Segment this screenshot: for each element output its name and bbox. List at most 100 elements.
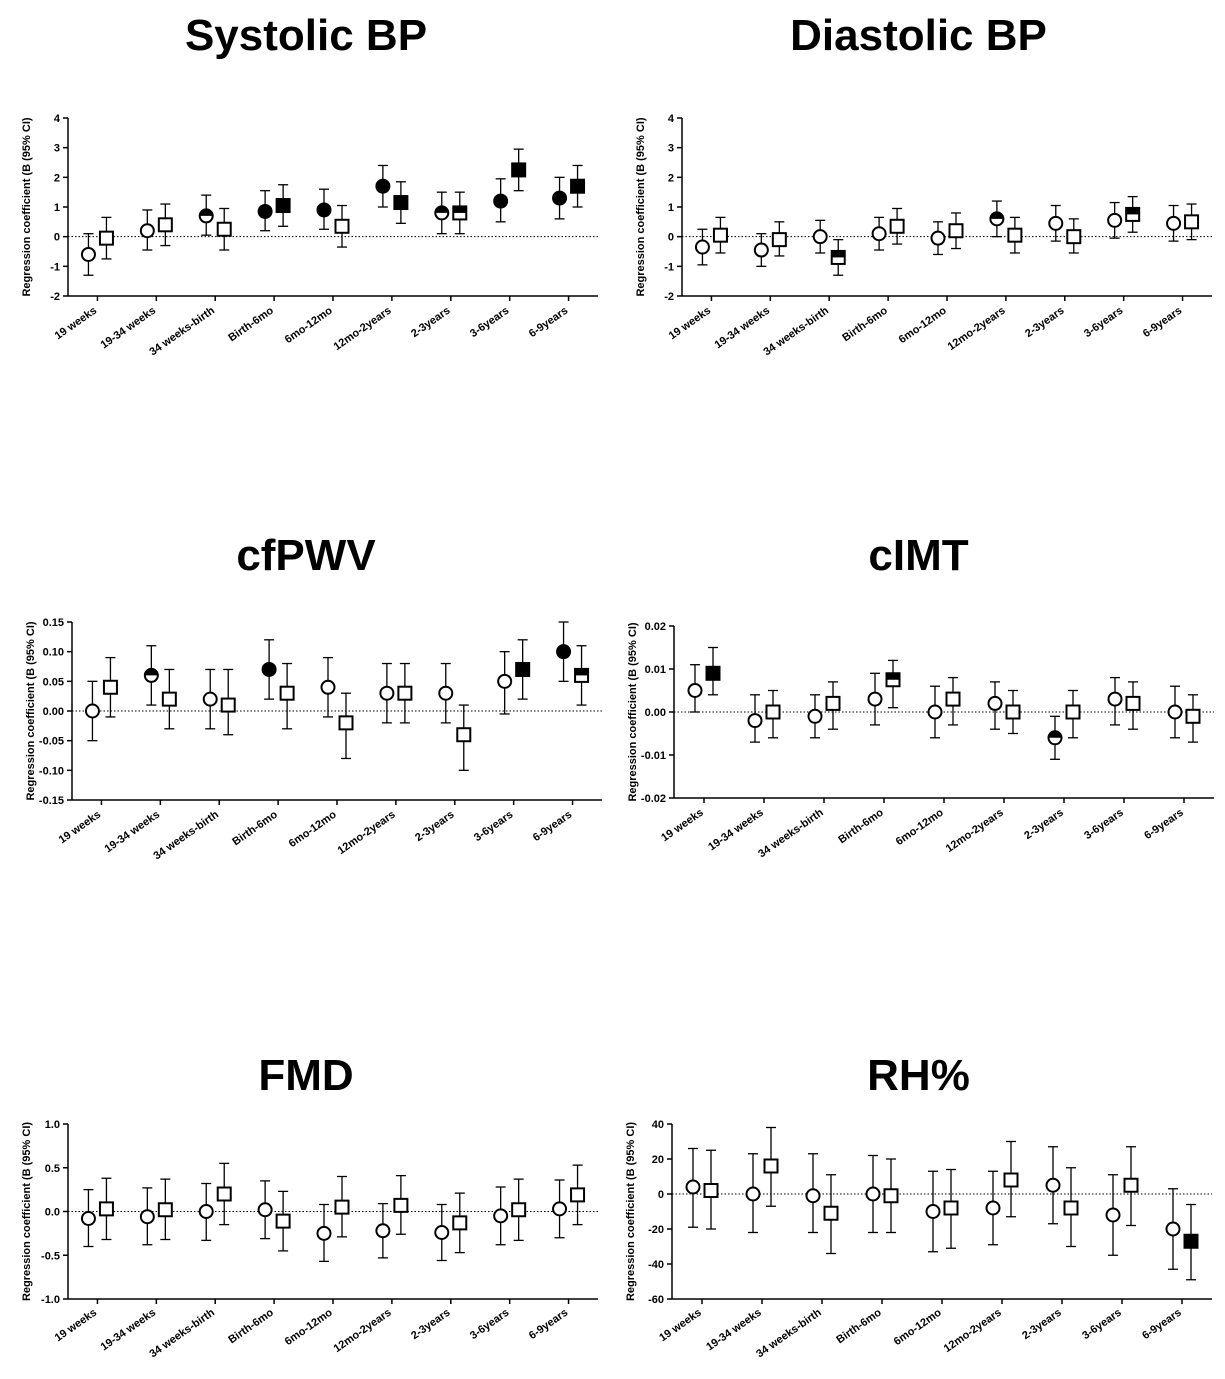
data-point-square [771, 232, 787, 248]
data-point-circle [1105, 1207, 1121, 1223]
data-point-square [1066, 229, 1082, 245]
x-category-label: 34 weeks-birth [761, 304, 831, 358]
x-category-label: 12mo-2years [332, 1307, 394, 1355]
x-category-label: 2-3years [409, 305, 452, 340]
data-point-square [948, 223, 964, 239]
x-category-label: 6-9years [1141, 305, 1184, 340]
x-category-label: 6mo-12mo [283, 1306, 335, 1348]
data-point-circle [198, 1204, 214, 1219]
y-axis-label: Regression coefficient (B (95% CI) [21, 1122, 33, 1301]
data-point-circle [84, 703, 100, 719]
data-point-circle [1167, 704, 1183, 720]
x-category-label: 34 weeks-birth [147, 1306, 217, 1360]
y-tick-label: 20 [652, 1154, 664, 1166]
data-point-square [515, 661, 531, 677]
x-category-label: 3-6years [1082, 305, 1125, 340]
data-point-square [570, 178, 586, 194]
data-point-square [823, 1205, 839, 1221]
y-tick-label: 3 [668, 143, 674, 155]
data-point-circle [927, 704, 943, 720]
x-category-label: 3-6years [468, 305, 511, 340]
data-point-square [102, 679, 118, 695]
x-category-label: 3-6years [468, 1307, 511, 1342]
x-category-label: 3-6years [1080, 1307, 1123, 1342]
panel-cimt: cIMT -0.02 -0.01 0.00 0.01 0.02 Regression co… [612, 520, 1225, 920]
x-category-label: 19-34 weeks [99, 305, 158, 352]
panel-diastolic-bp: Diastolic BP -2 -1 0 1 2 3 4 Regression coeffic… [612, 0, 1225, 440]
y-tick-label: -0.5 [41, 1250, 60, 1262]
y-tick-label: 0.01 [645, 664, 666, 676]
data-point-square [825, 695, 841, 711]
x-category-label: 2-3years [1022, 807, 1065, 842]
data-point-square [161, 691, 177, 707]
data-point-circle [867, 691, 883, 707]
data-point-circle [1107, 691, 1123, 707]
chart-title: cfPWV [236, 531, 376, 580]
data-point-circle [552, 190, 568, 206]
data-point-half-fill [1126, 207, 1140, 215]
data-point-circle [257, 1202, 273, 1218]
data-point-square [570, 1187, 586, 1203]
data-point-square [712, 227, 728, 243]
y-tick-label: -60 [648, 1294, 664, 1306]
x-category-label: 6mo-12mo [283, 304, 335, 346]
x-category-label: 6mo-12mo [287, 808, 339, 850]
data-point-square [765, 704, 781, 720]
data-point-square [334, 218, 350, 234]
x-category-label: 19-34 weeks [704, 1307, 763, 1354]
y-tick-label: 0 [668, 232, 674, 244]
data-point-circle [375, 1223, 391, 1239]
x-category-label: Birth-6mo [226, 1306, 276, 1346]
data-point-square [393, 195, 409, 211]
y-tick-label: 0.10 [43, 647, 64, 659]
data-point-circle [257, 203, 273, 219]
y-axis-label: Regression coefficient (B (95% CI) [635, 117, 647, 296]
chart-title: cIMT [868, 531, 969, 580]
y-tick-label: 2 [668, 172, 674, 184]
y-tick-label: -1.0 [41, 1294, 60, 1306]
data-point-square [1005, 704, 1021, 720]
data-point-square [1184, 214, 1200, 230]
y-tick-label: 4 [668, 113, 675, 125]
chart-plot: -1.0 -0.5 0.0 0.5 1.0 Regression coefficient … [21, 1119, 598, 1360]
data-point-square [216, 1186, 232, 1202]
data-point-square [945, 691, 961, 707]
data-point-square [334, 1199, 350, 1215]
data-point-circle [694, 239, 710, 255]
data-point-half-fill [1048, 731, 1062, 738]
data-point-circle [261, 661, 277, 677]
chart-title: Diastolic BP [790, 11, 1047, 60]
x-category-label: 12mo-2years [942, 1307, 1004, 1355]
y-axis-label: Regression coefficient (B (95% CI) [627, 622, 639, 801]
data-point-square [1125, 695, 1141, 711]
x-category-label: Birth-6mo [230, 808, 280, 848]
y-tick-label: 0.00 [645, 707, 666, 719]
x-category-label: 12mo-2years [944, 807, 1006, 855]
panel-systolic-bp: Systolic BP -2 -1 0 1 2 3 4 Regression coeffici… [0, 0, 612, 440]
data-point-circle [753, 242, 769, 258]
data-point-square [220, 697, 236, 713]
y-tick-label: 3 [54, 143, 60, 155]
data-point-square [705, 665, 721, 681]
data-point-half-fill [831, 250, 845, 258]
x-category-label: 3-6years [472, 809, 515, 844]
x-category-label: 19-34 weeks [706, 807, 765, 854]
data-point-square [275, 198, 291, 214]
y-tick-label: -1 [50, 261, 60, 273]
y-tick-label: -0.15 [39, 795, 64, 807]
chart-plot: -0.15 -0.10 -0.05 0.00 0.05 0.10 0.15 Regressio… [25, 617, 602, 862]
data-point-circle [316, 202, 332, 218]
data-point-circle [812, 229, 828, 245]
data-point-square [1183, 1233, 1199, 1249]
x-category-label: 6-9years [1140, 1307, 1183, 1342]
data-point-circle [80, 246, 96, 262]
x-category-label: 19 weeks [667, 305, 713, 343]
data-point-square [1123, 1177, 1139, 1193]
y-tick-label: 0 [54, 232, 60, 244]
data-point-circle [685, 1179, 701, 1195]
x-category-label: 12mo-2years [946, 305, 1008, 353]
data-point-square [452, 1215, 468, 1231]
data-point-half-fill [453, 206, 467, 213]
data-point-square [216, 221, 232, 237]
x-category-label: 19 weeks [53, 1307, 99, 1345]
